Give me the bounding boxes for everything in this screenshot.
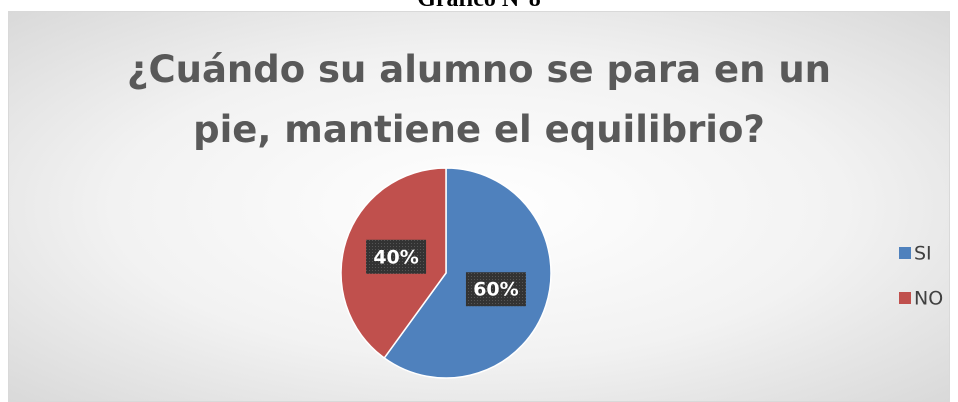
chart: 60% 40% SI NO [340, 167, 943, 379]
data-label: 60% [473, 279, 518, 301]
legend-label: SI [914, 243, 932, 265]
legend-label: NO [914, 288, 943, 310]
legend-swatch [899, 292, 911, 304]
data-label: 40% [373, 246, 418, 268]
chart-title: ¿Cuándo su alumno se para en un pie, man… [126, 48, 832, 151]
heading: Gráfico N°8 [0, 0, 958, 13]
legend-swatch [899, 247, 911, 259]
chart-frame: ¿Cuándo su alumno se para en un pie, man… [8, 11, 950, 402]
data-label-box [366, 239, 427, 274]
data-label-box [465, 272, 526, 307]
